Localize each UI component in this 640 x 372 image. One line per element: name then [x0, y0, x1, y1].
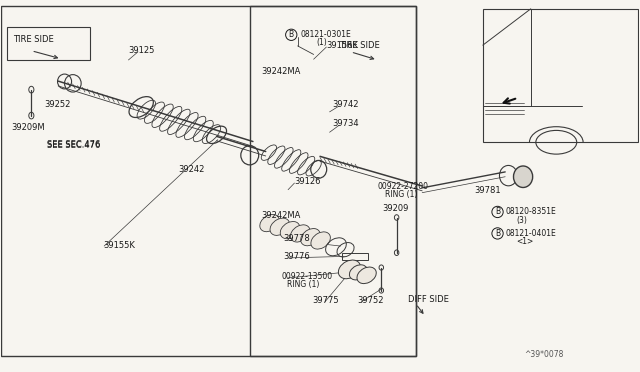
Ellipse shape	[291, 225, 310, 242]
Text: RING (1): RING (1)	[287, 280, 319, 289]
Bar	[1, 6, 416, 356]
Text: (3): (3)	[516, 216, 527, 225]
Ellipse shape	[513, 166, 532, 187]
Ellipse shape	[301, 228, 320, 246]
Text: 00922-27200: 00922-27200	[378, 182, 428, 191]
Text: 39242: 39242	[178, 165, 205, 174]
Ellipse shape	[280, 221, 300, 239]
Text: 39252: 39252	[44, 100, 70, 109]
Text: 08121-0301E: 08121-0301E	[301, 30, 351, 39]
Ellipse shape	[339, 260, 360, 279]
Text: TIRE SIDE: TIRE SIDE	[13, 35, 54, 44]
Text: 39125: 39125	[129, 46, 155, 55]
Text: 39209: 39209	[383, 205, 409, 214]
Text: 39209M: 39209M	[11, 123, 45, 132]
Text: B: B	[495, 208, 500, 217]
Text: 08121-0401E: 08121-0401E	[505, 229, 556, 238]
Text: SEE SEC.476: SEE SEC.476	[47, 141, 100, 150]
Text: RING (1): RING (1)	[385, 190, 417, 199]
Ellipse shape	[349, 265, 367, 280]
Text: 00922-13500: 00922-13500	[282, 272, 333, 281]
Text: 39752: 39752	[357, 296, 383, 305]
Text: ^39*0078: ^39*0078	[524, 350, 564, 359]
Text: B: B	[289, 30, 294, 39]
Text: SEE SEC.476: SEE SEC.476	[47, 140, 100, 149]
Text: 39156K: 39156K	[326, 41, 358, 50]
Ellipse shape	[270, 218, 289, 235]
Text: 39778: 39778	[283, 234, 310, 243]
Text: 39242MA: 39242MA	[261, 211, 301, 220]
Text: <1>: <1>	[516, 237, 534, 246]
Text: 39734: 39734	[333, 119, 360, 128]
Bar	[483, 9, 638, 142]
Text: 39775: 39775	[312, 296, 339, 305]
Text: 39155K: 39155K	[103, 241, 135, 250]
Bar	[250, 6, 416, 356]
Text: 39742: 39742	[333, 100, 359, 109]
Text: B: B	[495, 229, 500, 238]
Text: 39781: 39781	[474, 186, 501, 195]
Text: (1): (1)	[317, 38, 328, 47]
Text: 08120-8351E: 08120-8351E	[505, 208, 556, 217]
Ellipse shape	[311, 232, 330, 249]
Text: 39126: 39126	[294, 177, 321, 186]
Text: TIRE SIDE: TIRE SIDE	[339, 41, 380, 50]
Ellipse shape	[357, 267, 376, 283]
Text: DIFF SIDE: DIFF SIDE	[408, 295, 449, 304]
Bar	[342, 253, 368, 260]
Bar	[7, 27, 90, 60]
Text: 39242MA: 39242MA	[261, 67, 301, 76]
Text: 39776: 39776	[283, 252, 310, 261]
Ellipse shape	[260, 214, 279, 232]
